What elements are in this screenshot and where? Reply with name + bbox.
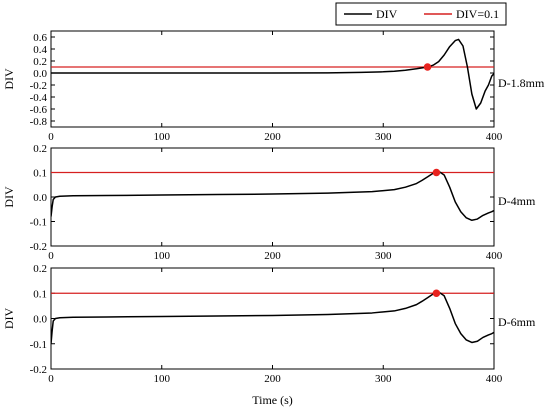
panel-3: 0 100 200 300 400 -0.2 -0.1 0.0 0.1 0.2 DIV Time (s… [2, 263, 536, 407]
series-line-div [51, 170, 494, 222]
threshold-crossing-marker [432, 168, 441, 177]
y-tick-label: -0.2 [30, 241, 47, 253]
y-tick-label: -0.2 [30, 80, 47, 92]
y-tick-label: 0.0 [33, 314, 47, 326]
plot-area [51, 291, 494, 344]
plot-frame [50, 30, 495, 128]
x-tick-label: 100 [154, 373, 171, 385]
legend: DIV DIV=0.1 [335, 2, 507, 26]
plot-frame [50, 267, 495, 370]
x-tick-label: 100 [154, 131, 171, 143]
legend-box [335, 2, 507, 26]
plot-area [51, 38, 494, 110]
series-line-div [51, 291, 494, 344]
x-tick-label: 200 [264, 131, 281, 143]
y-tick-label: -0.2 [30, 364, 47, 376]
plot-frame [50, 147, 495, 247]
x-tick-label: 0 [48, 131, 54, 143]
y-tick-label: 0.0 [33, 192, 47, 204]
plot-area [51, 170, 494, 222]
legend-label-div: DIV [376, 7, 398, 21]
y-tick-label: 0.2 [33, 143, 47, 155]
series-line-div [51, 38, 494, 110]
y-tick-label: 0.0 [33, 68, 47, 80]
y-axis-label: DIV [2, 68, 16, 90]
panel-annotation: D-4mm [498, 194, 536, 208]
x-axis-label: Time (s) [252, 393, 293, 407]
y-tick-label: 0.1 [33, 288, 47, 300]
y-axis-label: DIV [2, 308, 16, 330]
y-tick-label: 0.4 [33, 44, 47, 56]
x-tick-label: 400 [486, 131, 503, 143]
x-tick-label: 300 [375, 131, 392, 143]
threshold-crossing-marker [423, 63, 432, 71]
x-tick-label: 200 [264, 373, 281, 385]
panel-2: 0 100 200 300 400 -0.2 -0.1 0.0 0.1 0.2 DIV D-4mm [2, 143, 536, 262]
x-tick-label: 200 [264, 250, 281, 262]
y-tick-label: 0.2 [33, 56, 47, 68]
y-tick-label: 0.2 [33, 263, 47, 275]
y-tick-label: -0.1 [30, 339, 47, 351]
panel-annotation: D-6mm [498, 315, 536, 329]
y-tick-label: -0.6 [30, 104, 48, 116]
threshold-crossing-marker [432, 289, 441, 298]
y-tick-label: 0.1 [33, 168, 47, 180]
x-tick-label: 300 [375, 250, 392, 262]
x-tick-label: 300 [375, 373, 392, 385]
x-tick-label: 400 [486, 373, 503, 385]
x-tick-label: 100 [154, 250, 171, 262]
x-tick-label: 0 [48, 373, 54, 385]
y-tick-label: -0.4 [30, 92, 48, 104]
x-tick-label: 400 [486, 250, 503, 262]
y-tick-label: -0.8 [30, 116, 48, 128]
panel-annotation: D-1.8mm [498, 76, 545, 90]
x-tick-label: 0 [48, 250, 54, 262]
y-tick-label: -0.1 [30, 217, 47, 229]
chart-panels: 0 100 200 300 400-0.8-0.6-0.4-0.20.00.20.40.… [2, 30, 545, 407]
panel-1: 0 100 200 300 400 -0.8-0.6-0.4-0.20.00.20.40.… [2, 30, 545, 143]
y-axis-label: DIV [2, 186, 16, 208]
y-tick-label: 0.6 [33, 32, 47, 44]
legend-label-threshold: DIV=0.1 [456, 7, 499, 21]
